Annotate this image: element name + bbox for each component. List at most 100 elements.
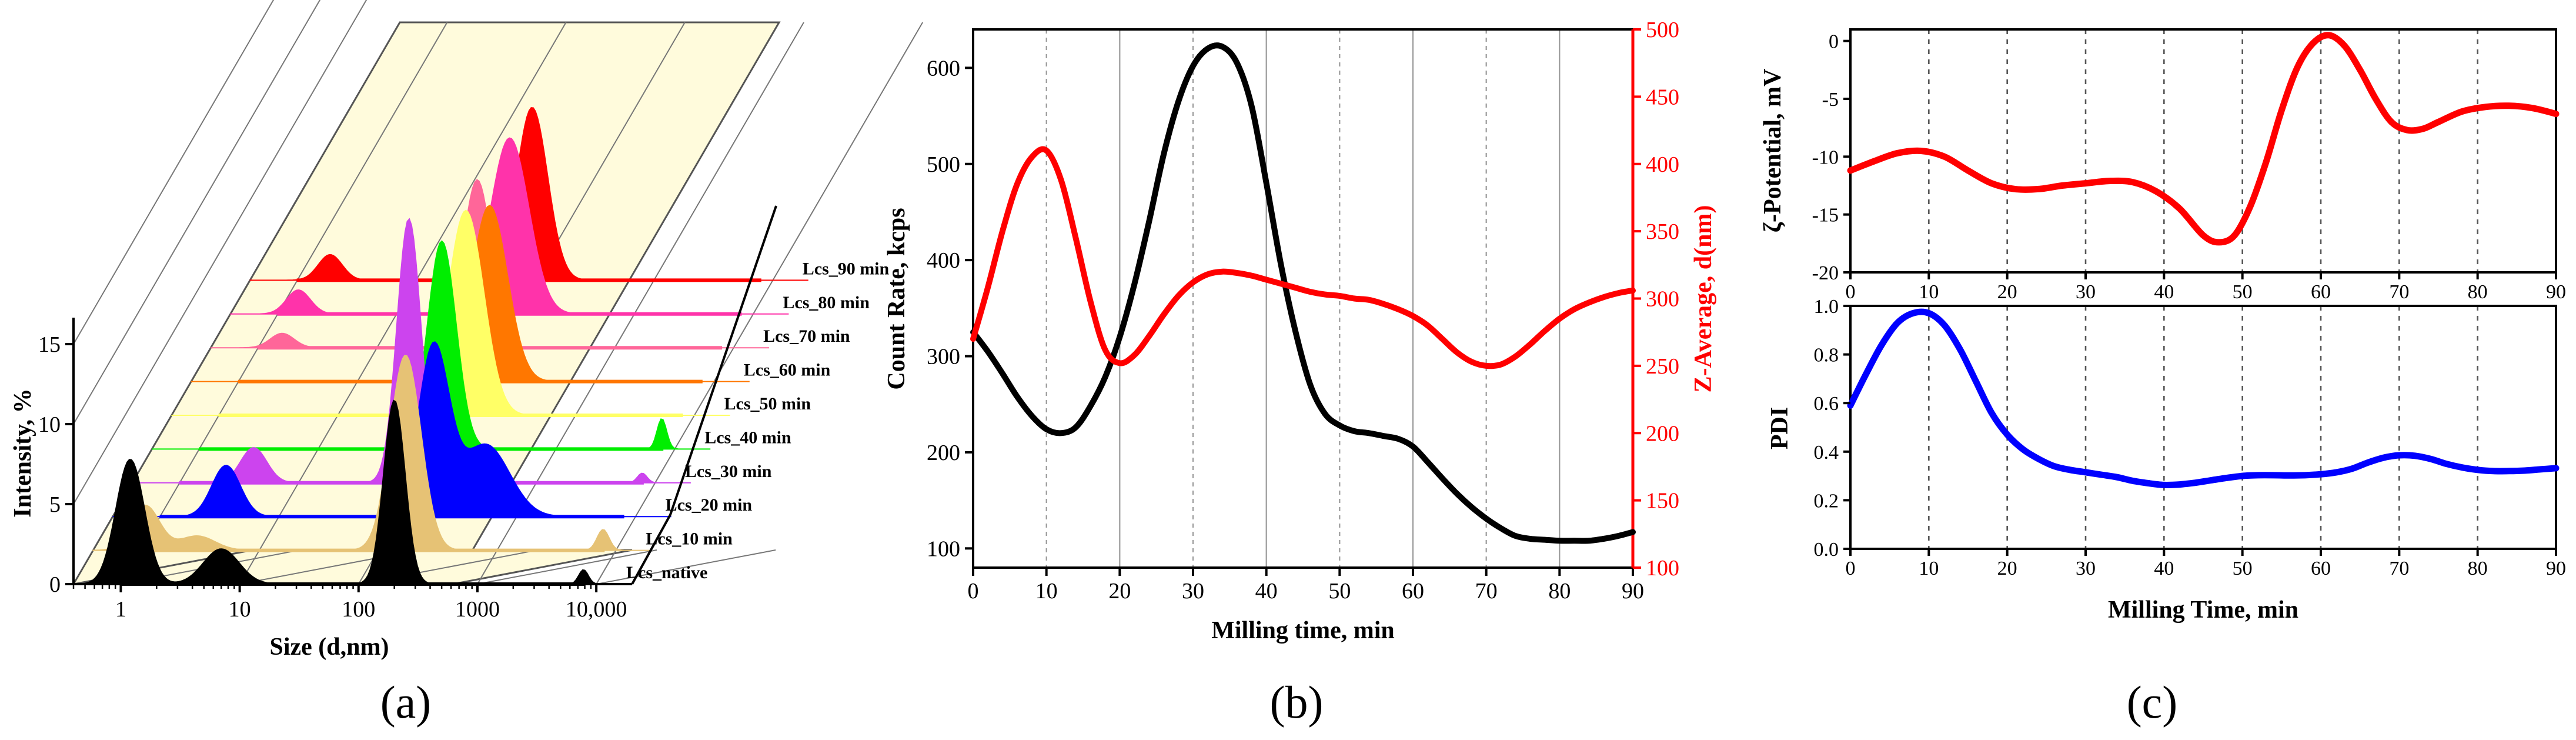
panel-b-y-tick-label: 500: [927, 152, 960, 177]
c1-x-tick-label: 50: [2233, 281, 2253, 303]
c2-x-tick-label: 0: [1846, 558, 1856, 579]
panel-a-z-axis: [669, 205, 777, 515]
panel-b-x-tick-label: 30: [1182, 579, 1204, 604]
c2-y-tick-label: 0.6: [1814, 393, 1839, 415]
panel-a-y-tick-label: 0: [49, 572, 61, 597]
c1-x-tick-label: 30: [2076, 281, 2096, 303]
panel-b-x-tick-label: 10: [1035, 579, 1058, 604]
panel-a-y-tick-label: 5: [49, 492, 61, 517]
c1-x-tick-label: 40: [2154, 281, 2174, 303]
panel-a-floor-grid-line: [477, 549, 657, 585]
panel-a-x-tick-label: 1: [115, 597, 126, 622]
panel-b-series-z-average: [970, 146, 1636, 369]
panel-a-waterfall: Lcs_90 min Lcs_80 min Lcs_70 min Lcs_60 min…: [9, 0, 924, 728]
panel-a-z-axis-front: [631, 514, 671, 585]
panel-c-label: (c): [2127, 676, 2178, 728]
panel-b-y2-tick-label: 100: [1646, 556, 1679, 581]
c2-y-tick-label: 0.8: [1814, 345, 1839, 366]
panel-c-top-series: [1847, 32, 2560, 246]
c1-y-tick-label: -20: [1812, 262, 1839, 284]
panel-b-y2-tick-label: 400: [1646, 152, 1679, 177]
panel-a-wall-grid-line: [73, 0, 275, 345]
panel-b-dual-axis-chart: 0 10 20 30 40 50 60 70 80 90 100 200 300 400 500 600 1…: [883, 18, 1717, 728]
panel-a-series-label: Lcs_70 min: [763, 326, 850, 346]
panel-c-top-plot-frame: [1849, 28, 2557, 274]
panel-a-floor-grid-line: [596, 549, 776, 585]
panel-c-top-y-ticks: 0 -5 -10 -15 -20: [1812, 31, 1850, 284]
c1-y-tick-label: -5: [1822, 89, 1839, 111]
panel-b-x-tick-label: 50: [1328, 579, 1351, 604]
panel-a-series-label: Lcs_60 min: [744, 361, 831, 380]
panel-b-y2-axis-label: Z-Average, d(nm): [1690, 205, 1717, 393]
panel-b-x-tick-label: 60: [1402, 579, 1424, 604]
panel-b-x-tick-label: 40: [1255, 579, 1278, 604]
panel-a-series-label: Lcs_20 min: [666, 495, 753, 515]
c1-series-line: [1847, 32, 2560, 246]
panel-b-y2-tick-label: 300: [1646, 287, 1679, 312]
panel-c-bottom-x-ticks: 0 10 20 30 40 50 60 70 80 90: [1846, 549, 2566, 579]
c2-y-tick-label: 0.0: [1814, 539, 1839, 561]
c2-series-line: [1847, 308, 2560, 488]
panel-a-wall-grid-line: [73, 0, 321, 425]
c1-x-tick-label: 70: [2389, 281, 2409, 303]
panel-a-x-tick-label: 100: [342, 597, 375, 622]
panel-a-series-label: Lcs_10 min: [646, 529, 733, 549]
c1-x-tick-label: 0: [1846, 281, 1856, 303]
panel-c-x-axis-label: Milling Time, min: [2108, 596, 2298, 624]
c1-x-tick-label: 10: [1919, 281, 1939, 303]
c1-x-tick-label: 20: [1997, 281, 2017, 303]
panel-a-y-ticks: 0 5 10 15: [38, 332, 73, 597]
panel-a-wall-grid-line: [596, 22, 924, 585]
panel-b-y-tick-label: 300: [927, 345, 960, 369]
c2-x-tick-label: 50: [2233, 558, 2253, 579]
panel-b-x-ticks: 0 10 20 30 40 50 60 70 80 90: [968, 568, 1644, 604]
panel-a-wall-grid-line: [477, 22, 804, 585]
c2-x-tick-label: 10: [1919, 558, 1939, 579]
c2-x-tick-label: 30: [2076, 558, 2096, 579]
panel-b-y-axis-label: Count Rate, kcps: [883, 208, 910, 389]
c2-x-tick-label: 60: [2311, 558, 2331, 579]
panel-b-y2-tick-label: 250: [1646, 354, 1679, 379]
panel-b-plot-frame: [972, 28, 1634, 569]
panel-b-x-tick-label: 90: [1622, 579, 1644, 604]
c1-y-tick-label: -10: [1812, 146, 1839, 168]
panel-a-y-tick-label: 10: [38, 412, 61, 437]
panel-c-bottom-grid: [1928, 306, 2478, 549]
panel-b-label: (b): [1270, 676, 1324, 728]
c1-y-tick-label: -15: [1812, 205, 1839, 226]
panel-c-top-y-axis-label: ζ-Potential, mV: [1759, 69, 1786, 233]
c2-x-tick-label: 20: [1997, 558, 2017, 579]
c2-x-tick-label: 80: [2468, 558, 2488, 579]
panel-c-bottom-y-ticks: 0.0 0.2 0.4 0.6 0.8 1.0: [1814, 296, 1850, 561]
panel-b-series: [970, 42, 1636, 544]
panel-b-y-tick-label: 400: [927, 248, 960, 273]
panel-b-x-tick-label: 80: [1548, 579, 1571, 604]
panel-a-series-label: Lcs_80 min: [783, 293, 870, 312]
panel-a-series-label: Lcs_40 min: [704, 428, 791, 447]
c2-y-tick-label: 0.4: [1814, 442, 1839, 464]
panel-b-y2-tick-label: 500: [1646, 18, 1679, 42]
panel-a-wall-grid-line: [73, 0, 367, 505]
panel-c-bottom-y-axis-label: PDI: [1766, 407, 1793, 449]
panel-b-y2-tick-label: 200: [1646, 421, 1679, 446]
c1-x-tick-label: 60: [2311, 281, 2331, 303]
panel-a-x-tick-label: 10: [229, 597, 251, 622]
panel-a-x-axis-label: Size (d,nm): [270, 634, 389, 661]
panel-a-series-label: Lcs_native: [626, 563, 707, 582]
panel-a-y-tick-label: 15: [38, 332, 61, 357]
panel-a-series-label: Lcs_50 min: [724, 394, 811, 414]
panel-b-y2-tick-label: 150: [1646, 489, 1679, 514]
panel-b-y-tick-label: 100: [927, 536, 960, 561]
c2-x-tick-label: 40: [2154, 558, 2174, 579]
panel-c-top-x-ticks: 0 10 20 30 40 50 60 70 80 90: [1846, 272, 2566, 303]
panel-b-x-axis-label: Milling time, min: [1211, 617, 1394, 644]
c1-y-tick-label: 0: [1829, 31, 1839, 53]
panel-b-x-tick-label: 70: [1475, 579, 1498, 604]
panel-b-x-tick-label: 20: [1108, 579, 1131, 604]
panel-b-y-tick-label: 200: [927, 441, 960, 465]
panel-a-x-ticks: 1 10 100 1000 10,000: [72, 584, 627, 622]
panel-b-y-tick-label: 600: [927, 56, 960, 81]
panel-b-y2-ticks: 100 150 200 250 300 350 400 450 500: [1633, 18, 1679, 581]
panel-a-x-tick-label: 10,000: [566, 597, 627, 622]
c1-x-tick-label: 90: [2546, 281, 2566, 303]
